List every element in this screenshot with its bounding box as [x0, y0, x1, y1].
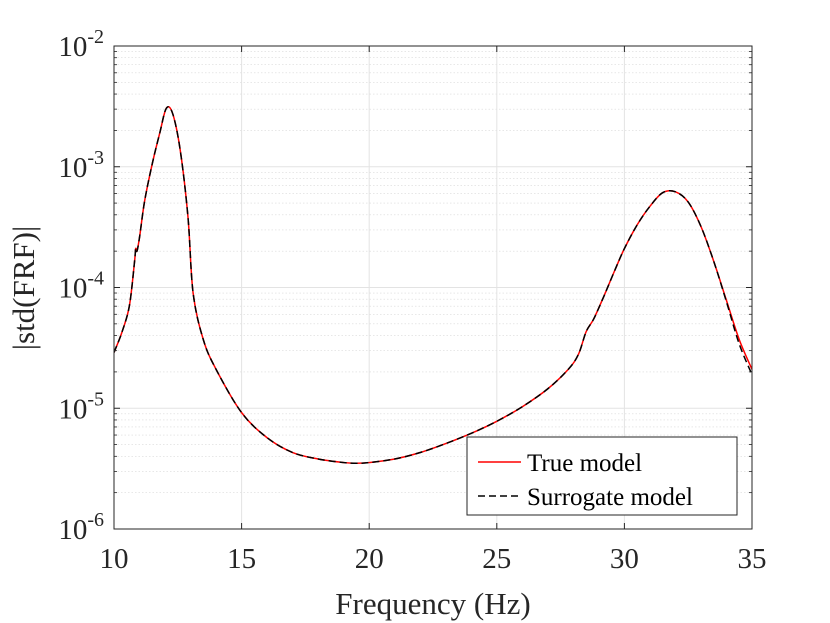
y-tick-labels: 10-6 10-5 10-4 10-3 10-2	[58, 26, 104, 546]
series-layer	[114, 106, 752, 465]
tick-marks	[113, 45, 753, 530]
legend-label-surrogate-model: Surrogate model	[527, 484, 693, 511]
y-tick-label: 10-5	[58, 388, 104, 425]
series-line-surrogate-model	[114, 106, 752, 465]
y-tick-label: 10-2	[58, 26, 104, 63]
y-tick-label: 10-4	[58, 268, 104, 305]
x-tick-labels: 10 15 20 25 30 35	[100, 543, 767, 575]
y-axis-label: |std(FRF)|	[6, 226, 41, 350]
y-tick-label: 10-3	[58, 147, 104, 184]
x-tick-label: 35	[738, 543, 767, 575]
x-tick-label: 30	[610, 543, 639, 575]
x-tick-label: 25	[482, 543, 511, 575]
legend-box	[466, 436, 738, 516]
y-tick-label: 10-6	[58, 509, 104, 546]
minor-grid	[114, 51, 752, 493]
x-tick-label: 20	[355, 543, 384, 575]
x-tick-label: 15	[227, 543, 256, 575]
legend-label-true-model: True model	[527, 450, 642, 477]
x-tick-label: 10	[100, 543, 129, 575]
legend: True model Surrogate model	[466, 436, 738, 516]
x-axis-label: Frequency (Hz)	[335, 586, 530, 621]
